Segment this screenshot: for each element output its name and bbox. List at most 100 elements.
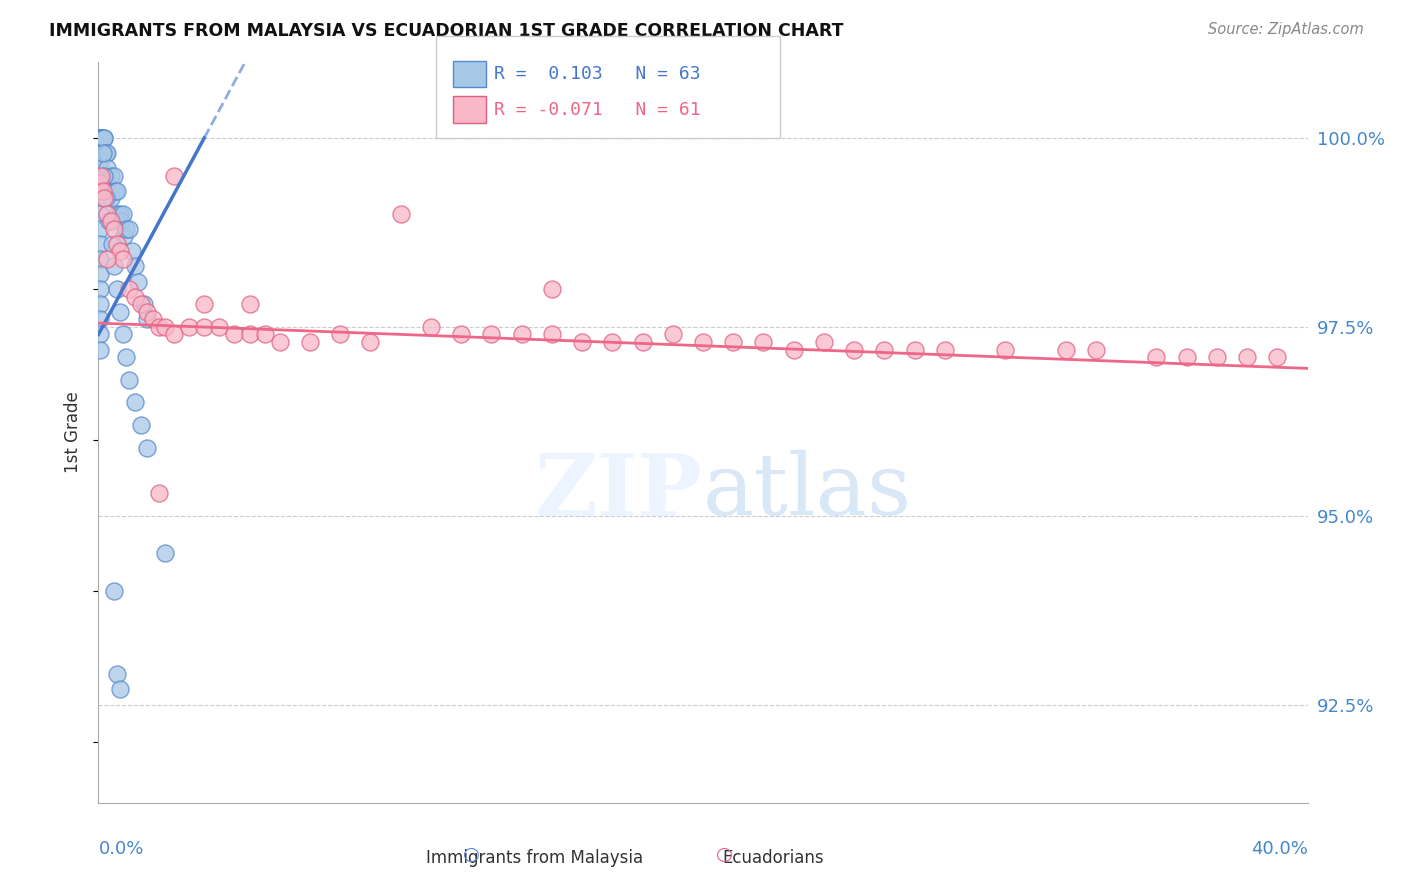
Point [153,319,176,334]
Point [111,252,134,266]
Point [1146,350,1168,364]
Point [93,131,115,145]
Point [118,221,141,235]
Point [239,297,262,311]
Point [89,312,111,326]
Point [179,319,201,334]
Point [89,267,111,281]
Point [93,169,115,183]
Text: Source: ZipAtlas.com: Source: ZipAtlas.com [1208,22,1364,37]
Point [110,214,132,228]
Point [994,343,1017,357]
Point [904,343,927,357]
Point [269,334,291,349]
Point [105,667,128,681]
Point [89,169,111,183]
Point [89,131,111,145]
Point [132,297,155,311]
Point [89,236,111,251]
Point [105,282,128,296]
Point [96,146,118,161]
Point [253,327,276,342]
Text: 40.0%: 40.0% [1251,840,1308,858]
Point [844,343,866,357]
Text: R = -0.071   N = 61: R = -0.071 N = 61 [494,101,700,119]
Point [89,131,111,145]
Point [1054,343,1077,357]
Point [89,184,111,198]
Point [631,334,654,349]
Point [783,343,806,357]
Point [105,236,128,251]
Text: Ecuadorians: Ecuadorians [723,849,824,867]
Point [89,252,111,266]
Point [135,304,157,318]
Point [90,169,112,183]
Point [91,184,114,198]
Point [90,131,112,145]
Point [100,191,122,205]
Point [224,327,246,342]
Point [103,169,125,183]
Point [1267,350,1289,364]
Point [127,275,149,289]
Point [91,146,114,161]
Text: ZIP: ZIP [536,450,703,533]
Point [89,131,111,145]
Point [135,441,157,455]
Point [148,319,170,334]
Point [389,206,412,220]
Point [118,373,141,387]
Point [124,260,146,274]
Point [96,252,118,266]
Point [89,297,111,311]
Point [93,131,115,145]
Point [96,161,118,176]
Point [89,131,111,145]
Point [94,146,117,161]
Point [360,334,382,349]
Point [89,131,111,145]
Point [148,486,170,500]
Point [481,327,503,342]
Y-axis label: 1st Grade: 1st Grade [65,392,83,474]
Point [121,244,143,259]
Point [103,260,125,274]
Point [450,327,472,342]
Point [89,153,111,168]
Point [108,682,131,697]
Point [105,184,128,198]
Point [103,221,125,235]
Point [103,584,125,599]
Point [163,169,186,183]
Point [602,334,624,349]
Point [96,177,118,191]
Point [89,177,111,191]
Text: ○: ○ [463,845,479,863]
Point [124,395,146,409]
Point [111,206,134,220]
Point [114,350,136,364]
Point [153,547,176,561]
Point [94,191,117,205]
Point [193,297,215,311]
Point [661,327,683,342]
Point [813,334,835,349]
Point [89,146,111,161]
Point [96,206,118,220]
Point [89,138,111,153]
Point [873,343,896,357]
Point [510,327,533,342]
Point [129,297,152,311]
Point [89,282,111,296]
Point [752,334,775,349]
Point [91,131,114,145]
Point [104,184,127,198]
Point [100,169,122,183]
Point [105,206,128,220]
Point [1085,343,1108,357]
Point [692,334,714,349]
Point [129,418,152,433]
Text: IMMIGRANTS FROM MALAYSIA VS ECUADORIAN 1ST GRADE CORRELATION CHART: IMMIGRANTS FROM MALAYSIA VS ECUADORIAN 1… [49,22,844,40]
Point [111,327,134,342]
